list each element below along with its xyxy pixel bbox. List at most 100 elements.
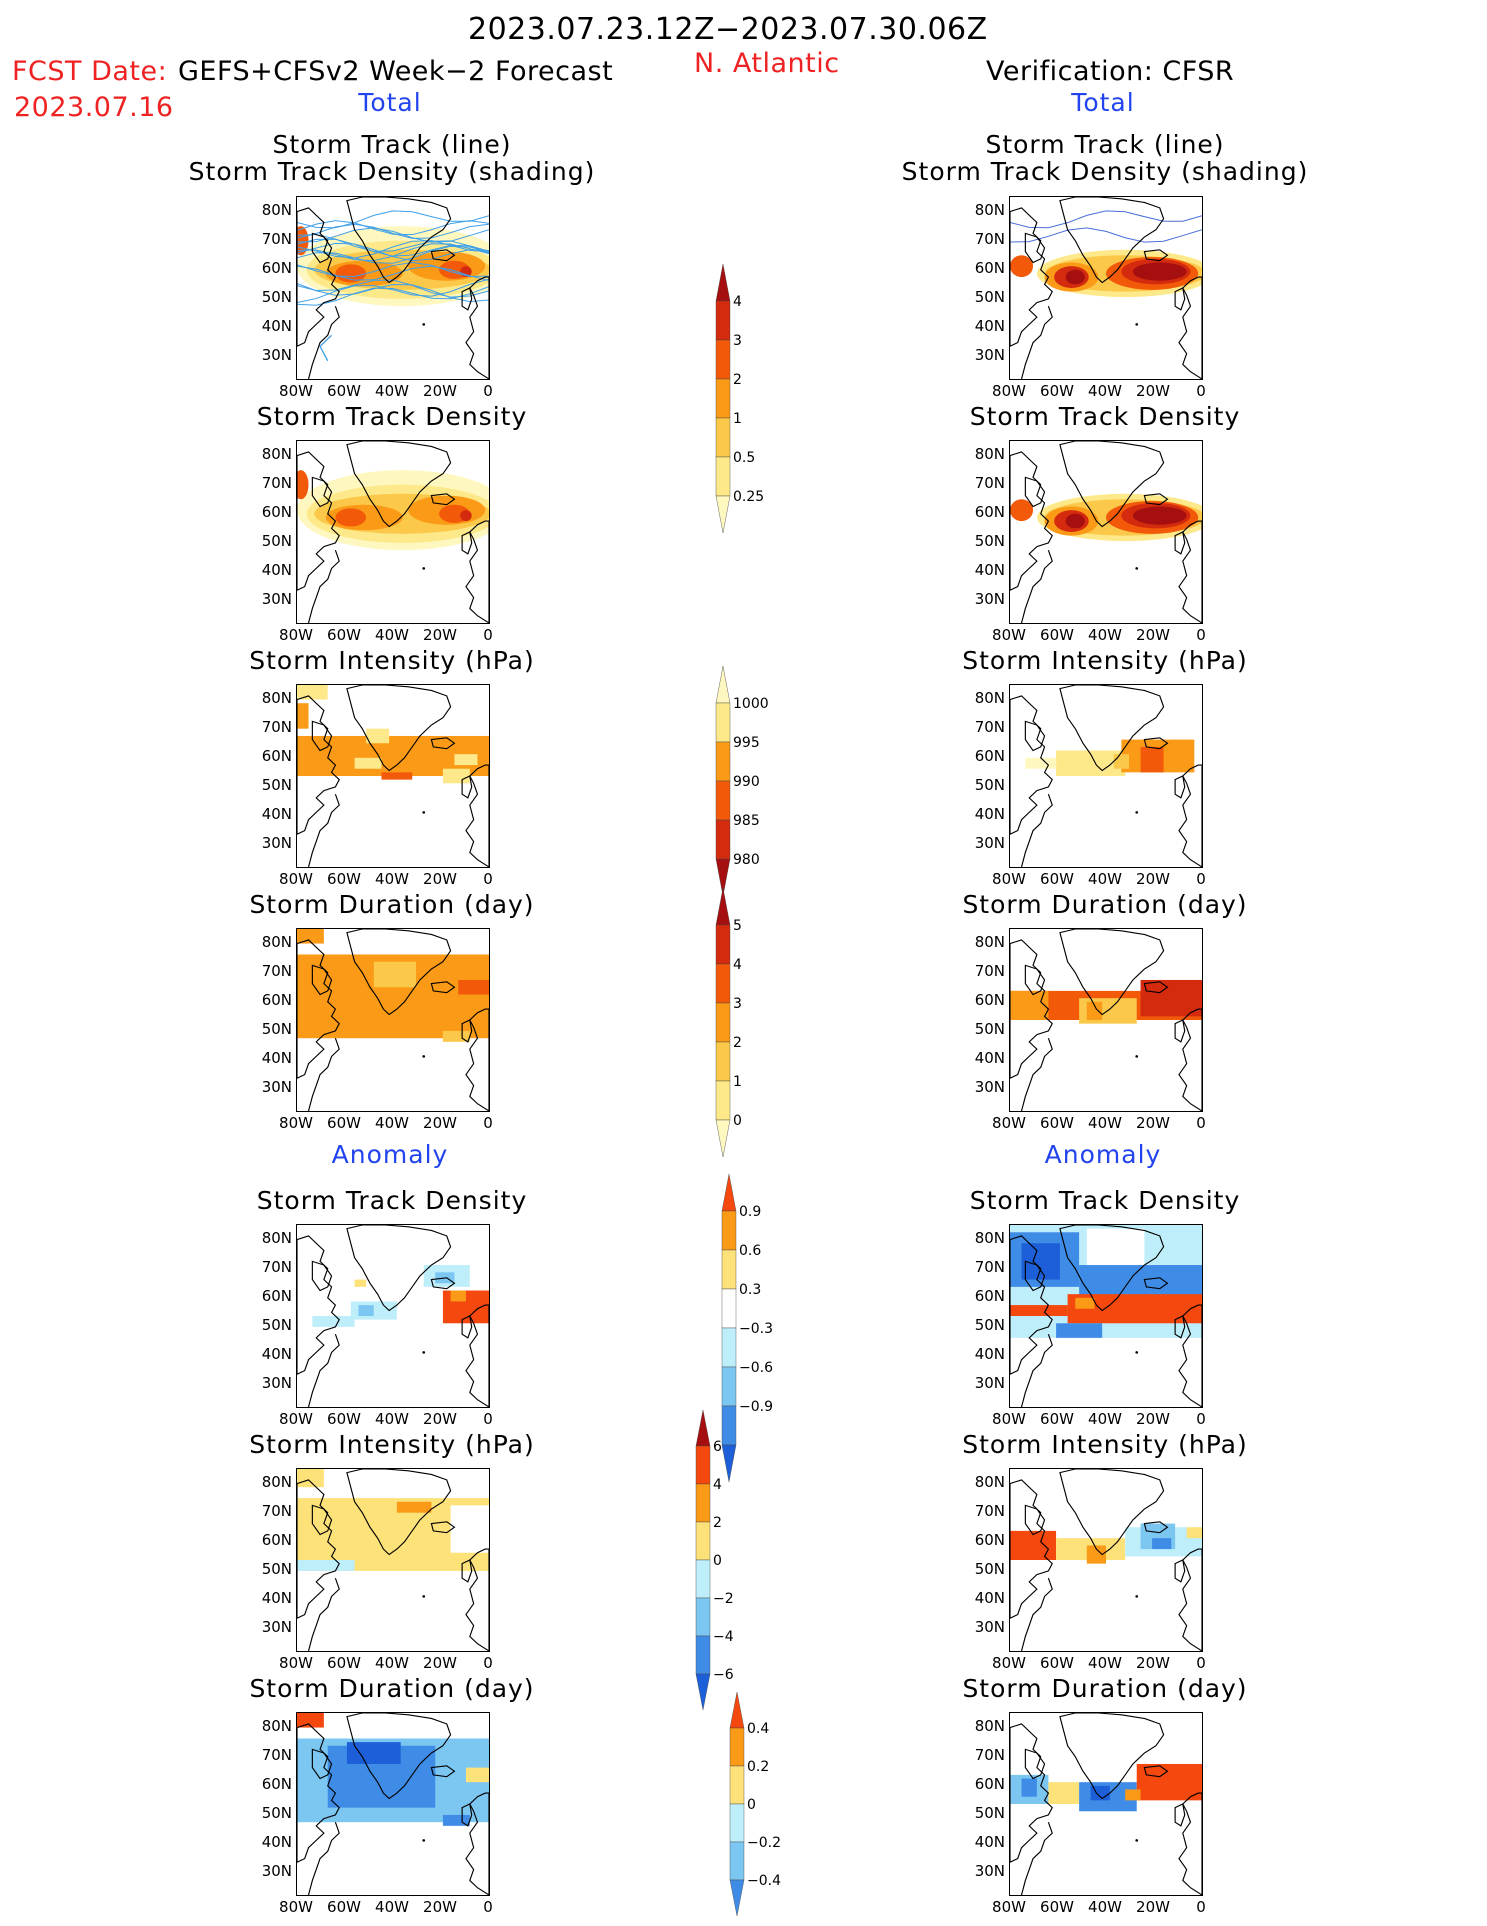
title-anom-duration-vf: Storm Duration (day) [962,1674,1248,1703]
lat-tick-label: 80N [974,445,1005,463]
lat-tick-label: 40N [261,1589,292,1607]
colorbar-segment [715,263,731,302]
grid-cell [442,768,470,784]
grid-cell [297,1713,324,1728]
colorbar-tick-label: 4 [733,294,742,310]
coastlines [1010,1469,1202,1651]
colorbar-tick-label: 0.5 [733,450,755,466]
lat-tick-label: 80N [261,201,292,219]
title-track-line-vf: Storm Track (line) [985,130,1225,159]
lon-tick-label: 20W [1136,1898,1170,1916]
colorbar-segment [715,1041,731,1082]
lat-tick-label: 80N [261,933,292,951]
lat-tick-label: 40N [261,561,292,579]
lat-tick-label: 50N [974,1020,1005,1038]
lat-tick-label: 30N [974,1618,1005,1636]
lat-tick-label: 60N [974,503,1005,521]
lat-tick-label: 40N [974,1049,1005,1067]
colorbar-segment [721,1288,737,1329]
lat-tick-label: 60N [974,1531,1005,1549]
colorbar-tick-label: 2 [713,1515,722,1531]
fc-track-field [297,197,489,379]
lat-tick-label: 40N [974,561,1005,579]
colorbar-tick-label: 0 [747,1797,756,1813]
lat-tick-label: 80N [974,933,1005,951]
colorbar-segment [715,819,731,860]
colorbar-segment [695,1597,711,1637]
colorbar-tick-label: −0.4 [747,1873,781,1889]
colorbar-segment [729,1841,745,1881]
colorbar-tick-label: 2 [733,372,742,388]
grid-cell [1021,1778,1037,1797]
lon-tick-label: 80W [992,1898,1026,1916]
colorbar-segment [715,665,731,704]
fc-density-field [297,441,489,623]
period-title: 2023.07.23.12Z−2023.07.30.06Z [468,12,988,47]
grid-cell [458,979,489,995]
lon-tick-label: 0 [1196,382,1206,400]
lon-tick-label: 40W [375,1410,409,1428]
coastlines [297,441,489,623]
colorbar-tick-label: 1000 [733,696,769,712]
lon-tick-label: 60W [327,1410,361,1428]
lon-tick-label: 0 [1196,1410,1206,1428]
lon-tick-label: 60W [1040,626,1074,644]
shading-blob [1065,513,1085,529]
grid-cell [1152,1538,1172,1550]
colorbar-tick-label: 0.25 [733,489,764,505]
grid-cell [450,1290,466,1302]
fc-anom-duration-map [296,1712,490,1896]
lon-tick-label: 60W [1040,1654,1074,1672]
lon-tick-label: 0 [483,382,493,400]
lat-tick-label: 80N [261,1717,292,1735]
grid-cell [396,1501,432,1513]
grid-cell [442,1814,470,1826]
colorbar-segment [715,1080,731,1121]
lon-tick-label: 80W [279,1898,313,1916]
lat-tick-label: 30N [261,346,292,364]
vf-intensity-field [1010,685,1202,867]
colorbar-segment [729,1803,745,1843]
grid-cell [1113,754,1130,769]
lon-tick-label: 60W [327,1654,361,1672]
title-density-vf: Storm Track Density [969,402,1241,431]
shading-blob [460,510,472,522]
title-track-shading-vf: Storm Track Density (shading) [901,157,1309,186]
lon-tick-label: 0 [483,1898,493,1916]
lat-tick-label: 50N [261,1560,292,1578]
lon-tick-label: 20W [423,626,457,644]
fc-anom-intensity-field [297,1469,489,1651]
lon-tick-label: 0 [1196,1898,1206,1916]
lon-tick-label: 80W [279,1114,313,1132]
lat-tick-label: 50N [261,1804,292,1822]
lat-tick-label: 50N [261,776,292,794]
grid-cell [454,754,478,766]
colorbar-tick-label: 4 [713,1477,722,1493]
title-duration-vf: Storm Duration (day) [962,890,1248,919]
lon-tick-label: 40W [375,626,409,644]
colorbar-tick-label: 990 [733,774,760,790]
grid-cell [442,1030,470,1042]
lat-tick-label: 50N [974,1560,1005,1578]
lat-tick-label: 50N [974,1804,1005,1822]
colorbar-segment [715,1119,731,1158]
lon-tick-label: 20W [423,1410,457,1428]
grid-cell [297,929,324,944]
lat-tick-label: 60N [974,747,1005,765]
colorbar-segment [729,1879,745,1917]
lat-tick-label: 30N [974,1374,1005,1392]
verification-label: Verification: CFSR [986,56,1235,87]
lat-tick-label: 70N [974,1258,1005,1276]
vf-anom-density-field [1010,1225,1202,1407]
title-anom-intensity-fc: Storm Intensity (hPa) [249,1430,535,1459]
colorbar-segment [715,378,731,419]
lon-tick-label: 40W [375,1114,409,1132]
title-track-line-fc: Storm Track (line) [272,130,512,159]
colorbar-anom-density: 0.9 0.6 0.3 −0.3 −0.6 −0.9 [721,1172,802,1492]
colorbar-tick-label: 985 [733,813,760,829]
lat-tick-label: 80N [974,1229,1005,1247]
storm-track-line [297,278,489,304]
lon-tick-label: 40W [375,1898,409,1916]
colorbar-tick-label: −6 [713,1667,734,1683]
lat-tick-label: 70N [261,474,292,492]
